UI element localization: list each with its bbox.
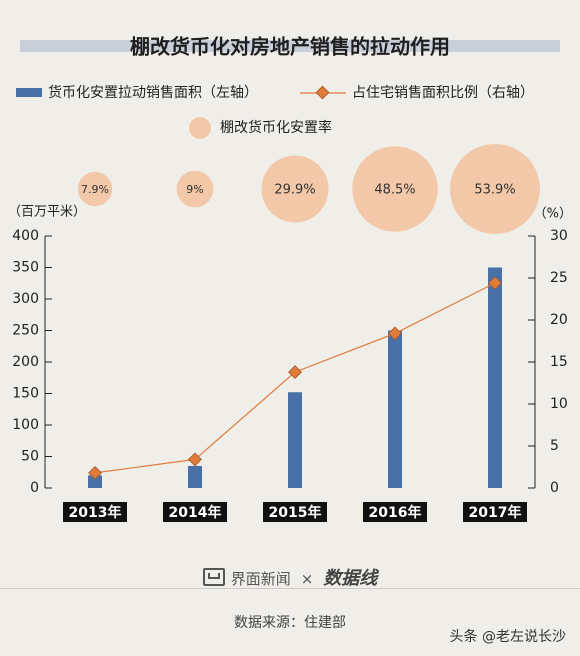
bubble-label-3: 48.5% — [374, 183, 415, 198]
y-left-tick-label-3: 150 — [12, 386, 39, 402]
bubble-0 — [77, 171, 113, 207]
y-right-tick-label-0: 0 — [550, 480, 559, 496]
legend-line-marker — [315, 85, 330, 100]
brand-right: 数据线 — [323, 568, 378, 589]
y-left-tick-label-0: 0 — [30, 480, 39, 496]
y-right-tick-label-4: 20 — [550, 312, 568, 328]
credit-note: 头条 @老左说长沙 — [449, 629, 566, 645]
y-right-tick-label-1: 5 — [550, 438, 559, 454]
y-right-tick-label-2: 10 — [550, 396, 568, 412]
bar-0 — [88, 475, 102, 488]
line-marker-2 — [288, 365, 302, 380]
x-category-box-4 — [463, 502, 527, 522]
x-category-label-4: 2017年 — [469, 504, 522, 521]
y-left-unit: （百万平米） — [8, 205, 86, 220]
line-marker-1 — [188, 452, 202, 467]
legend-line-label: 占住宅销售面积比例（右轴） — [352, 85, 534, 101]
y-left-tick-label-2: 100 — [12, 417, 39, 433]
footer-divider — [0, 588, 580, 589]
bar-3 — [388, 330, 402, 488]
legend-bubble-swatch — [189, 117, 211, 139]
legend-bubble-label: 棚改货币化安置率 — [220, 119, 332, 136]
x-category-box-0 — [63, 502, 127, 522]
line-marker-3 — [388, 326, 402, 341]
x-category-box-2 — [263, 502, 327, 522]
bar-2 — [288, 392, 302, 488]
bubble-3 — [352, 146, 438, 232]
y-left-tick-label-6: 300 — [12, 291, 39, 307]
bubble-label-4: 53.9% — [474, 183, 515, 198]
bar-1 — [188, 465, 202, 488]
x-category-box-3 — [363, 502, 427, 522]
x-category-box-1 — [163, 502, 227, 522]
chart-title: 棚改货币化对房地产销售的拉动作用 — [130, 35, 450, 59]
bubble-4 — [450, 144, 540, 234]
title-band — [20, 40, 560, 52]
bar-4 — [488, 267, 502, 488]
line-marker-0 — [88, 465, 102, 480]
legend-bar-label: 货币化安置拉动销售面积（左轴） — [48, 84, 258, 101]
y-right-tick-label-5: 25 — [550, 270, 568, 286]
y-left-tick-label-1: 50 — [21, 449, 39, 465]
bubble-label-2: 29.9% — [274, 183, 315, 198]
y-left-tick-label-8: 400 — [12, 228, 39, 244]
y-right-tick-label-3: 15 — [550, 354, 568, 370]
y-left-tick-label-5: 250 — [12, 323, 39, 339]
bubble-1 — [176, 170, 214, 208]
y-left-tick-label-7: 350 — [12, 260, 39, 276]
x-category-label-0: 2013年 — [69, 504, 122, 521]
x-category-label-2: 2015年 — [269, 504, 322, 521]
brand-left: 界面新闻 — [230, 570, 291, 588]
bubble-2 — [261, 155, 329, 223]
x-category-label-1: 2014年 — [169, 504, 222, 521]
y-right-unit: （%） — [534, 207, 572, 222]
brand-line: 界面新闻 × 数据线 — [0, 564, 580, 590]
line-marker-4 — [488, 276, 502, 290]
brand-times: × — [300, 570, 314, 588]
y-left-tick-label-4: 200 — [12, 354, 39, 370]
bubble-label-1: 9% — [186, 183, 203, 196]
jiemian-logo-icon — [202, 568, 225, 586]
x-category-label-3: 2016年 — [369, 504, 422, 521]
source-note: 数据来源：住建部 — [234, 615, 346, 631]
y-right-tick-label-6: 30 — [550, 228, 568, 244]
bubble-label-0: 7.9% — [81, 183, 109, 196]
legend-bar-swatch — [16, 88, 42, 97]
